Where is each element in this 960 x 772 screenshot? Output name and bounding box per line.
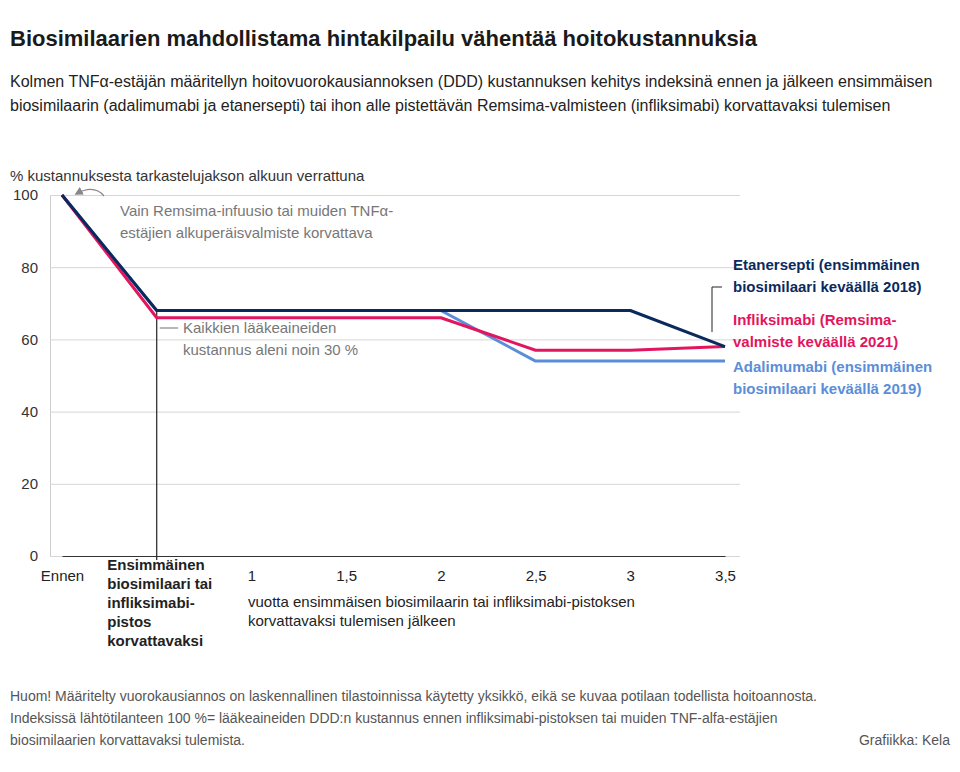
text-line: Vain Remsima-infuusio tai muiden TNFα-: [120, 202, 393, 219]
chart-container: Biosimilaarien mahdollistama hintakilpai…: [0, 0, 960, 772]
series-line: [62, 195, 725, 347]
footnote: Huom! Määritelty vuorokausiannos on lask…: [10, 688, 817, 748]
x-tick: 3: [627, 556, 635, 584]
y-tick-label: 0: [30, 547, 38, 564]
y-tick: 40: [21, 403, 740, 420]
text-line: Etanersepti (ensimmäinen: [733, 256, 920, 273]
text-line: Ensimmäinen: [107, 556, 205, 573]
grid-line: [50, 339, 740, 340]
event-line: [156, 311, 157, 560]
text-line: Indeksissä lähtötilanteen 100 %= lääkeai…: [10, 710, 777, 726]
label-leader: [712, 287, 722, 332]
grid-line: [50, 412, 740, 413]
source: Grafiikka: Kela: [859, 732, 950, 748]
y-tick-label: 20: [21, 475, 38, 492]
y-tick-label: 80: [21, 259, 38, 276]
x-tick: 1,5: [336, 556, 357, 584]
x-axis: Ennen Ensimmäinen biosimilaari tai infliksi…: [41, 556, 736, 649]
grid-line: [50, 484, 740, 485]
y-tick: 60: [21, 331, 740, 348]
x-tick: Ennen: [41, 556, 84, 584]
x-tick-label: 1: [248, 567, 256, 584]
annotation-connector: [160, 327, 178, 328]
x-axis-title: vuotta ensimmäisen biosimilaarin tai inf…: [248, 593, 635, 629]
x-tick: 3,5: [715, 556, 736, 584]
x-tick-label: Ensimmäinen biosimilaari tai infliksimabi-…: [107, 556, 212, 649]
x-tick: Ensimmäinen biosimilaari tai infliksimabi-…: [107, 556, 212, 649]
x-tick: 1: [248, 556, 256, 584]
legend-label: Infliksimabi (Remsima-valmiste keväällä …: [733, 311, 898, 350]
annotation-arrow: [76, 189, 104, 196]
text-line: biosimilaarien korvattavaksi tulemista.: [10, 732, 245, 748]
text-line: pistos: [107, 613, 151, 630]
y-axis-title: % kustannuksesta tarkastelujakson alkuun…: [10, 167, 365, 184]
text-line: Huom! Määritelty vuorokausiannos on lask…: [10, 688, 817, 704]
annotation: Vain Remsima-infuusio tai muiden TNFα-es…: [120, 202, 393, 241]
y-axis-line: [51, 196, 741, 557]
x-tick-label: 3,5: [715, 567, 736, 584]
plot-area: [62, 195, 725, 361]
text-line: korvattavaksi tulemisen jälkeen: [248, 612, 456, 629]
x-tick-label: 3: [627, 567, 635, 584]
y-tick: 100: [13, 186, 740, 203]
y-tick-label: 100: [13, 186, 38, 203]
text-line: Adalimumabi (ensimmäinen: [733, 358, 932, 375]
text-line: infliksimabi-: [107, 594, 195, 611]
text-line: estäjien alkuperäisvalmiste korvattava: [120, 224, 373, 241]
x-tick: 2: [437, 556, 445, 584]
text-line: valmiste keväällä 2021): [733, 333, 898, 350]
text-line: Kaikkien lääkeaineiden: [183, 319, 336, 336]
text-line: biosimilaarin (adalimumabi ja etanersept…: [10, 97, 890, 114]
title: Biosimilaarien mahdollistama hintakilpai…: [10, 26, 758, 51]
text-line: kustannus aleni noin 30 %: [183, 341, 358, 358]
chart-svg: Biosimilaarien mahdollistama hintakilpai…: [0, 0, 960, 772]
text-line: korvattavaksi: [107, 632, 203, 649]
x-tick-label: Ennen: [41, 567, 84, 584]
y-tick: 20: [21, 475, 740, 492]
x-tick-label: 2,5: [526, 567, 547, 584]
subtitle: Kolmen TNFα-estäjän määritellyn hoitovuo…: [10, 73, 932, 114]
text-line: Kolmen TNFα-estäjän määritellyn hoitovuo…: [10, 73, 932, 90]
x-tick-label: 1,5: [336, 567, 357, 584]
x-tick-label: 2: [437, 567, 445, 584]
y-tick: 80: [21, 259, 740, 276]
legend-label: Adalimumabi (ensimmäinen biosimilaari kev…: [733, 358, 932, 397]
series-line: [62, 195, 725, 361]
background: [0, 0, 960, 772]
legend-label: Etanersepti (ensimmäinen biosimilaari kev…: [733, 256, 921, 295]
grid-line: [50, 195, 740, 196]
series-line: [62, 195, 725, 350]
text-line: biosimilaari tai: [107, 575, 212, 592]
text-line: vuotta ensimmäisen biosimilaarin tai inf…: [248, 593, 635, 610]
grid-line: [50, 267, 740, 268]
x-tick: 2,5: [526, 556, 547, 584]
y-axis: 0 20 40 60 80 100: [13, 186, 740, 564]
text-line: biosimilaari keväällä 2018): [733, 278, 921, 295]
annotation: Kaikkien lääkeaineiden kustannus aleni no…: [183, 319, 358, 358]
y-tick-label: 60: [21, 331, 38, 348]
text-line: Infliksimabi (Remsima-: [733, 311, 896, 328]
text-line: biosimilaari keväällä 2019): [733, 380, 921, 397]
y-tick-label: 40: [21, 403, 38, 420]
